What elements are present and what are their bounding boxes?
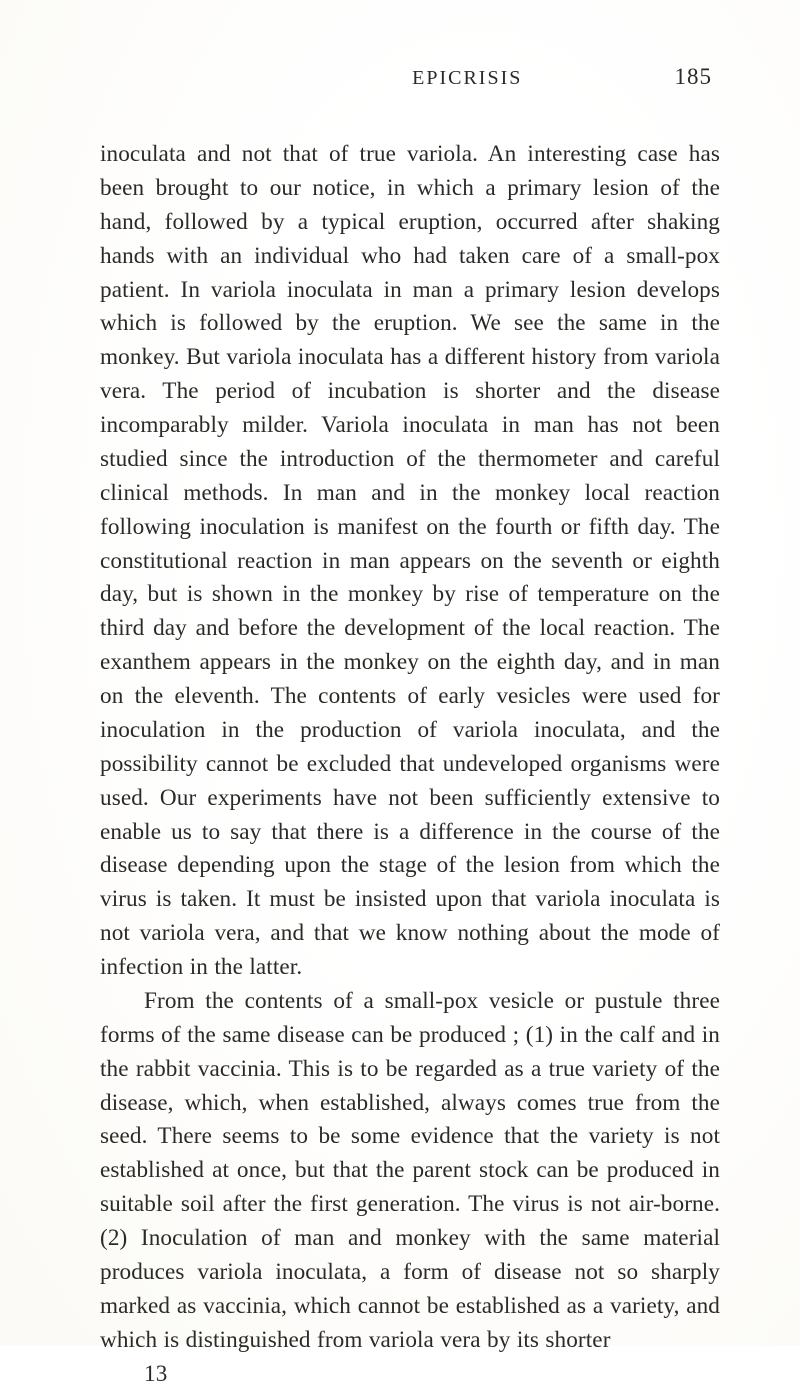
running-head: EPICRISIS 185 bbox=[100, 64, 720, 90]
body-text: inoculata and not that of true variola. … bbox=[100, 138, 720, 1391]
paragraph-2: From the contents of a small-pox vesicle… bbox=[100, 985, 720, 1358]
running-title: EPICRISIS bbox=[260, 67, 675, 90]
page: EPICRISIS 185 inoculata and not that of … bbox=[100, 64, 720, 1286]
signature-mark: 13 bbox=[100, 1358, 720, 1391]
page-number: 185 bbox=[675, 64, 713, 90]
paragraph-1: inoculata and not that of true variola. … bbox=[100, 138, 720, 985]
